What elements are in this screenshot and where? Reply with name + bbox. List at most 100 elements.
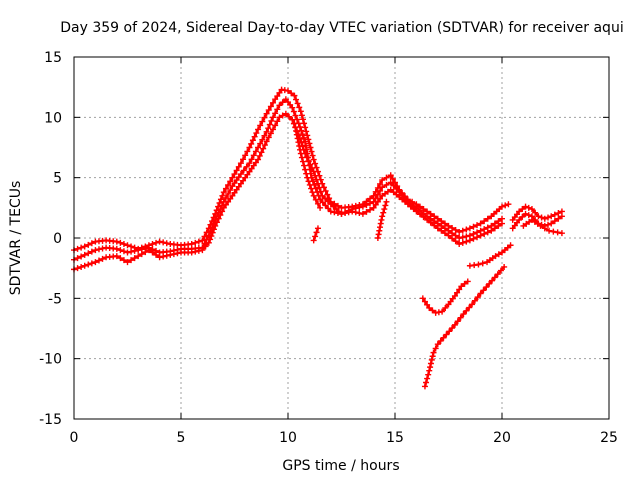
data-point (306, 181, 313, 188)
data-point (308, 148, 315, 155)
data-point (231, 189, 238, 196)
data-point (481, 218, 488, 225)
data-point (480, 287, 487, 294)
data-point (535, 213, 542, 220)
data-point (550, 228, 557, 235)
data-point (222, 201, 229, 208)
data-point (322, 202, 329, 209)
data-point (477, 290, 484, 297)
data-point (210, 226, 217, 233)
data-point (470, 223, 477, 230)
data-point (274, 106, 281, 113)
data-point (555, 210, 562, 217)
data-point (352, 209, 359, 216)
data-point (227, 195, 234, 202)
data-point (296, 104, 303, 111)
data-point (424, 375, 431, 382)
data-point (74, 265, 81, 272)
data-point (246, 144, 253, 151)
data-point (294, 100, 301, 107)
data-point (427, 219, 434, 226)
data-point (471, 297, 478, 304)
data-point (425, 371, 432, 378)
data-point (302, 142, 309, 149)
data-point (327, 208, 334, 215)
data-point (92, 247, 99, 254)
y-tick-label: 0 (53, 231, 62, 247)
data-point (312, 172, 319, 179)
data-point (298, 154, 305, 161)
data-point (219, 192, 226, 199)
data-point (551, 218, 558, 225)
data-point (156, 254, 163, 261)
data-point (249, 137, 256, 144)
data-point (246, 160, 253, 167)
data-point (463, 238, 470, 245)
data-point (222, 194, 229, 201)
data-point (74, 255, 81, 262)
data-point (555, 215, 562, 222)
data-point (149, 241, 156, 248)
data-point (452, 226, 459, 233)
data-point (492, 253, 499, 260)
data-point (499, 203, 505, 210)
data-point (484, 215, 491, 222)
data-point (375, 231, 382, 238)
data-point (268, 117, 275, 124)
data-point (270, 99, 277, 106)
data-point (426, 367, 433, 374)
y-axis-label: SDTVAR / TECUs (8, 181, 24, 296)
data-point (257, 122, 264, 129)
data-point (474, 234, 481, 241)
data-point (225, 190, 232, 197)
data-point (299, 116, 306, 123)
data-point (208, 233, 215, 240)
series-track-11 (466, 242, 514, 269)
data-point (88, 240, 95, 247)
data-point (188, 249, 195, 256)
data-point (300, 134, 307, 141)
data-point (383, 174, 390, 181)
data-point (313, 229, 320, 236)
data-point (470, 235, 477, 242)
series-track-1 (71, 86, 512, 254)
data-point (491, 225, 498, 232)
data-point (456, 286, 463, 293)
data-point (99, 255, 106, 262)
data-point (297, 146, 304, 153)
data-point (276, 89, 283, 96)
data-point (367, 200, 374, 207)
data-point (78, 244, 85, 251)
data-point (195, 238, 202, 245)
data-point (267, 103, 274, 110)
x-tick-label: 0 (70, 430, 79, 446)
data-point (265, 107, 272, 114)
data-point (460, 311, 467, 318)
data-point (304, 132, 311, 139)
data-point (437, 337, 444, 344)
data-point (370, 204, 377, 211)
data-point (229, 174, 236, 181)
data-point (505, 201, 512, 208)
data-point (201, 233, 208, 240)
data-point (309, 152, 316, 159)
data-point (381, 206, 388, 213)
data-point (272, 110, 279, 117)
data-point (219, 208, 226, 215)
data-point (377, 181, 384, 188)
data-point (475, 261, 482, 268)
data-point (416, 211, 423, 218)
data-point (488, 227, 495, 234)
data-point (312, 233, 319, 240)
data-point (199, 247, 206, 254)
data-point (248, 140, 255, 147)
data-point (424, 216, 431, 223)
data-point (85, 241, 92, 248)
data-point (303, 170, 310, 177)
data-point (519, 213, 526, 220)
data-point (338, 210, 345, 217)
data-point (413, 208, 420, 215)
data-point (293, 96, 300, 103)
data-point (252, 148, 259, 155)
data-point (128, 257, 135, 264)
